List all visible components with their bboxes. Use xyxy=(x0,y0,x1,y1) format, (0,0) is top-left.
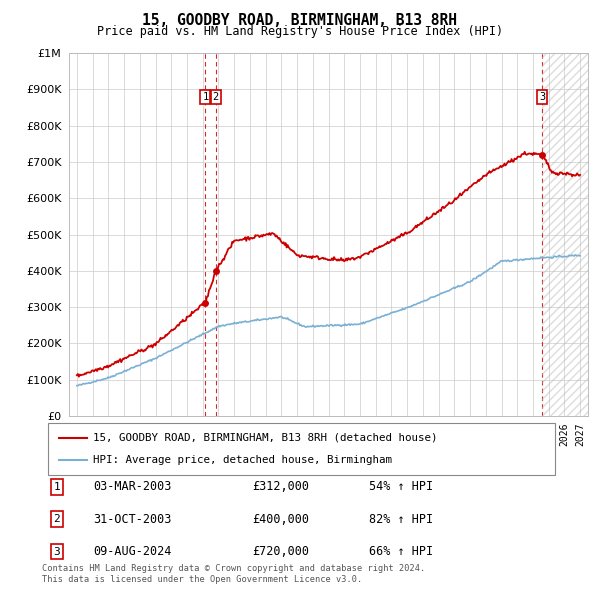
Text: 2: 2 xyxy=(53,514,61,524)
Text: 03-MAR-2003: 03-MAR-2003 xyxy=(93,480,172,493)
Text: £400,000: £400,000 xyxy=(252,513,309,526)
Text: 1: 1 xyxy=(53,482,61,491)
Text: 82% ↑ HPI: 82% ↑ HPI xyxy=(369,513,433,526)
Text: Price paid vs. HM Land Registry's House Price Index (HPI): Price paid vs. HM Land Registry's House … xyxy=(97,25,503,38)
Text: This data is licensed under the Open Government Licence v3.0.: This data is licensed under the Open Gov… xyxy=(42,575,362,584)
Text: 15, GOODBY ROAD, BIRMINGHAM, B13 8RH: 15, GOODBY ROAD, BIRMINGHAM, B13 8RH xyxy=(143,13,458,28)
Text: 09-AUG-2024: 09-AUG-2024 xyxy=(93,545,172,558)
Text: 54% ↑ HPI: 54% ↑ HPI xyxy=(369,480,433,493)
Text: £312,000: £312,000 xyxy=(252,480,309,493)
Text: 3: 3 xyxy=(53,547,61,556)
Text: 1: 1 xyxy=(202,91,208,101)
Text: 3: 3 xyxy=(539,91,545,101)
Text: 66% ↑ HPI: 66% ↑ HPI xyxy=(369,545,433,558)
Text: HPI: Average price, detached house, Birmingham: HPI: Average price, detached house, Birm… xyxy=(93,455,392,466)
Text: £720,000: £720,000 xyxy=(252,545,309,558)
Text: 2: 2 xyxy=(212,91,219,101)
Text: 15, GOODBY ROAD, BIRMINGHAM, B13 8RH (detached house): 15, GOODBY ROAD, BIRMINGHAM, B13 8RH (de… xyxy=(93,432,437,442)
Text: 31-OCT-2003: 31-OCT-2003 xyxy=(93,513,172,526)
Bar xyxy=(542,53,588,416)
Text: Contains HM Land Registry data © Crown copyright and database right 2024.: Contains HM Land Registry data © Crown c… xyxy=(42,565,425,573)
